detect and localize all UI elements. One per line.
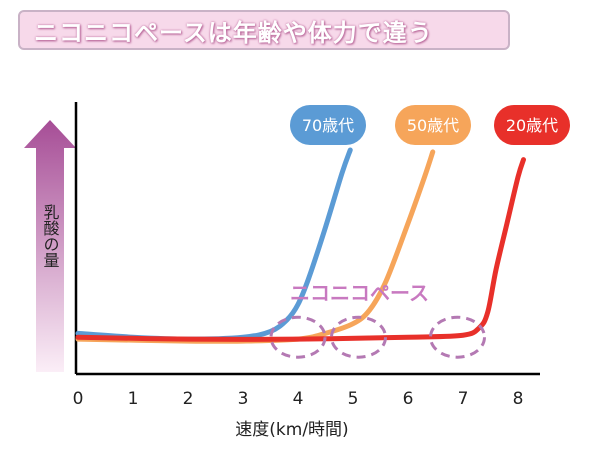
- page-title: ニコニコペースは年齢や体力で違う: [34, 18, 433, 47]
- legend-pill: [290, 105, 366, 145]
- legend-pill: [395, 105, 471, 145]
- x-tick-label: 8: [513, 389, 524, 409]
- series-line: [75, 157, 526, 342]
- y-axis-arrow: [24, 120, 76, 372]
- x-tick-label: 3: [238, 389, 249, 409]
- x-tick-label: 0: [73, 389, 84, 409]
- highlight-circle: [269, 315, 327, 359]
- legend-label: 70歳代: [302, 116, 354, 135]
- annotation-label: ニコニコペース: [290, 281, 429, 305]
- x-tick-label: 6: [403, 389, 414, 409]
- x-axis-label: 速度(km/時間): [235, 420, 348, 440]
- x-tick-label: 2: [183, 389, 194, 409]
- x-tick-label: 7: [458, 389, 469, 409]
- series-line: [75, 147, 353, 342]
- x-tick-label: 4: [293, 389, 304, 409]
- x-tick-label: 1: [128, 389, 139, 409]
- x-tick-label: 5: [348, 389, 359, 409]
- title-banner: ニコニコペースは年齢や体力で違う: [18, 10, 510, 50]
- legend-label: 20歳代: [506, 116, 558, 135]
- y-axis-label: 乳酸の量: [41, 204, 60, 268]
- highlight-circle: [330, 315, 387, 359]
- legend-pill: [494, 105, 570, 145]
- legend-label: 50歳代: [407, 116, 459, 135]
- series-line: [75, 149, 436, 344]
- highlight-circle: [429, 315, 486, 359]
